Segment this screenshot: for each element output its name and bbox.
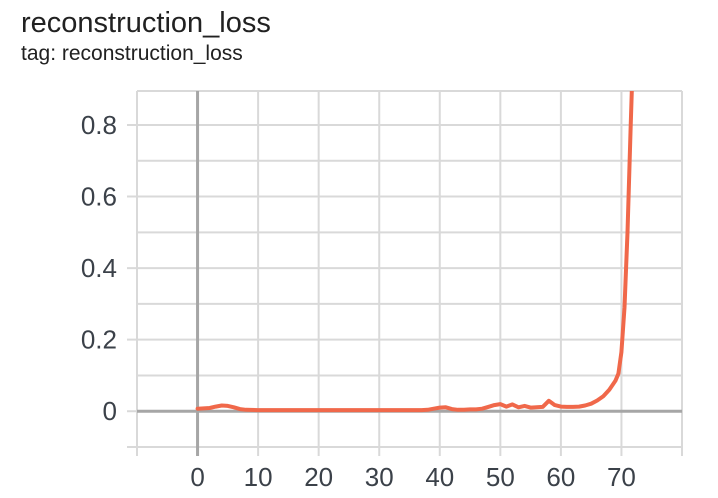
y-tick-label: 0 (103, 396, 117, 426)
x-tick-label: 60 (546, 462, 575, 492)
series-line (195, 91, 634, 413)
tick-labels: 0 10 20 30 40 50 60 70 0 0.2 0.4 0.6 0.8 (81, 110, 636, 492)
x-tick-label: 30 (365, 462, 394, 492)
x-tick-label: 50 (486, 462, 515, 492)
x-tick-label: 10 (244, 462, 273, 492)
axis-layer (137, 91, 682, 456)
y-tick-label: 0.2 (81, 325, 117, 355)
y-tick-label: 0.4 (81, 253, 117, 283)
y-tick-label: 0.8 (81, 110, 117, 140)
chart-title: reconstruction_loss (21, 7, 271, 39)
grid-layer (127, 90, 683, 456)
x-tick-label: 20 (304, 462, 333, 492)
y-tick-label: 0.6 (81, 182, 117, 212)
x-tick-label: 70 (607, 462, 636, 492)
chart-subtitle: tag: reconstruction_loss (21, 42, 243, 65)
x-tick-label: 40 (425, 462, 454, 492)
x-tick-label: 0 (190, 462, 204, 492)
